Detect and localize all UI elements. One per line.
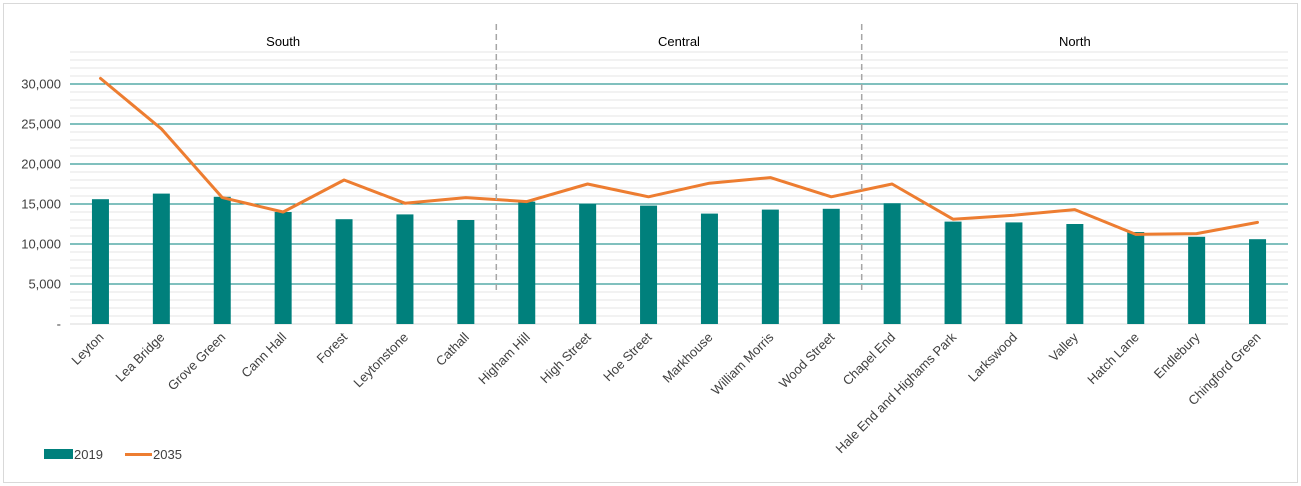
- line-2035: [99, 76, 1259, 236]
- bar-2019: [152, 193, 170, 324]
- x-category-label: Lea Bridge: [112, 330, 167, 385]
- bars-2019: [91, 193, 1267, 324]
- region-label-central: Central: [658, 34, 700, 49]
- region-dividers: [495, 24, 863, 294]
- x-category-label: Cann Hall: [238, 329, 289, 380]
- region-label-north: North: [1059, 34, 1091, 49]
- minor-gridlines: [70, 51, 1288, 317]
- bar-2019: [213, 196, 231, 324]
- x-category-label: Endlebury: [1151, 329, 1203, 381]
- y-tick-label: 10,000: [21, 237, 61, 252]
- y-tick-label: 25,000: [21, 117, 61, 132]
- chart-frame: [3, 3, 1298, 483]
- x-category-label: Cathall: [433, 329, 472, 368]
- bar-2019: [822, 208, 840, 324]
- bar-2019: [883, 203, 901, 324]
- bar-2019: [1127, 232, 1145, 324]
- bar-2019: [1249, 239, 1267, 324]
- bar-2019: [1066, 224, 1084, 324]
- y-tick-label: 20,000: [21, 157, 61, 172]
- bar-2019: [1005, 222, 1023, 324]
- x-category-label: Forest: [314, 329, 351, 366]
- bar-2019: [457, 220, 475, 324]
- bar-2019: [91, 199, 109, 324]
- x-category-label: Chapel End: [840, 330, 899, 389]
- x-category-label: Hoe Street: [600, 329, 655, 384]
- x-category-label: Grove Green: [165, 330, 229, 394]
- x-category-label: Valley: [1046, 329, 1081, 364]
- x-category-label: Leytonstone: [350, 330, 411, 391]
- x-category-label: Higham Hill: [475, 329, 533, 387]
- bar-2019: [335, 219, 353, 324]
- y-axis: - 5,000 10,000 15,000 20,000 25,000 30,000: [21, 77, 61, 332]
- y-tick-label: 15,000: [21, 197, 61, 212]
- x-category-label: Markhouse: [659, 330, 715, 386]
- x-category-label: Larkswood: [965, 330, 1020, 385]
- x-category-label: Leyton: [68, 330, 106, 368]
- x-category-label: High Street: [537, 329, 594, 386]
- x-category-label: Hale End and Highams Park: [833, 329, 960, 456]
- bar-2019: [640, 205, 658, 324]
- legend-label-2035: 2035: [153, 447, 182, 462]
- bar-2019: [396, 214, 414, 324]
- bar-2019: [518, 201, 536, 324]
- region-label-south: South: [266, 34, 300, 49]
- x-category-label: William Morris: [708, 329, 777, 398]
- bar-2019: [944, 221, 962, 324]
- legend: 2019 2035: [44, 447, 182, 462]
- legend-label-2019: 2019: [74, 447, 103, 462]
- bar-2019: [761, 209, 779, 324]
- major-gridlines: [70, 83, 1288, 325]
- x-category-label: Hatch Lane: [1084, 330, 1142, 388]
- legend-swatch-2019: [44, 449, 73, 459]
- bar-2019: [579, 204, 597, 324]
- chart-border: [3, 3, 1298, 483]
- bar-2019: [700, 213, 718, 324]
- y-tick-label: -: [57, 317, 61, 332]
- bar-2019: [1188, 236, 1206, 324]
- bar-2019: [274, 212, 292, 324]
- y-tick-label: 5,000: [28, 277, 61, 292]
- region-labels: South Central North: [266, 34, 1091, 49]
- line-2035-path: [99, 76, 1259, 236]
- y-tick-label: 30,000: [21, 77, 61, 92]
- x-category-label: Wood Street: [776, 329, 838, 391]
